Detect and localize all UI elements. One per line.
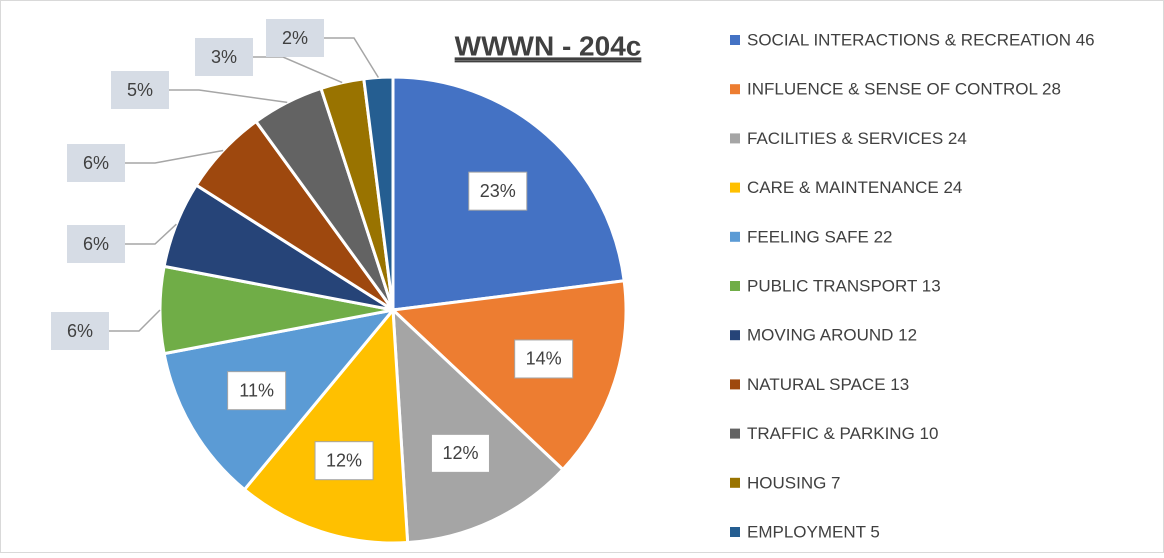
data-label: 23% <box>480 181 516 201</box>
pie-slice <box>389 279 628 472</box>
chart-title: WWWN - 204c <box>455 30 642 61</box>
data-label-box <box>468 171 528 211</box>
data-label-box <box>227 371 287 411</box>
legend-label: CARE & MAINTENANCE 24 <box>747 178 962 197</box>
data-label: 6% <box>83 234 109 254</box>
legend-label: INFLUENCE & SENSE OF CONTROL 28 <box>747 80 1061 99</box>
legend-label: TRAFFIC & PARKING 10 <box>747 424 938 443</box>
legend-marker <box>730 231 740 242</box>
data-label: 14% <box>526 349 562 369</box>
data-label-box <box>111 71 169 109</box>
data-label: 12% <box>442 443 478 463</box>
data-label: 2% <box>282 28 308 48</box>
legend-marker <box>730 428 740 439</box>
data-label: 6% <box>83 153 109 173</box>
legend-label: PUBLIC TRANSPORT 13 <box>747 276 941 295</box>
data-label-box <box>430 433 490 473</box>
legend-marker <box>730 477 740 488</box>
data-label: 6% <box>67 321 93 341</box>
data-label-box <box>266 19 324 57</box>
legend-label: FACILITIES & SERVICES 24 <box>747 129 967 148</box>
data-label-box <box>67 144 125 182</box>
data-label-box <box>195 38 253 76</box>
legend-label: EMPLOYMENT 5 <box>747 522 880 541</box>
legend-label: NATURAL SPACE 13 <box>747 375 909 394</box>
leader-line <box>125 223 177 245</box>
legend-marker <box>730 527 740 537</box>
data-label-box <box>51 312 109 350</box>
leader-line <box>169 89 288 104</box>
data-label-box <box>514 339 574 379</box>
legend-label: SOCIAL INTERACTIONS & RECREATION 46 <box>747 30 1095 49</box>
legend-label: HOUSING 7 <box>747 473 841 492</box>
legend-marker <box>730 182 740 193</box>
legend-marker <box>730 35 740 45</box>
leader-line <box>109 309 161 332</box>
data-label: 12% <box>326 450 362 470</box>
legend-marker <box>730 379 740 390</box>
data-label: 3% <box>211 47 237 67</box>
data-label: 11% <box>239 380 274 400</box>
legend-marker <box>730 133 740 144</box>
legend-label: MOVING AROUND 12 <box>747 326 917 345</box>
data-label-box <box>67 225 125 263</box>
leader-line <box>324 37 380 78</box>
leader-line <box>125 149 224 164</box>
legend-marker <box>730 281 740 291</box>
data-label: 5% <box>127 80 153 100</box>
legend-marker <box>730 84 740 95</box>
pie-slice <box>391 306 565 545</box>
legend-marker <box>730 330 740 341</box>
legend-label: FEELING SAFE 22 <box>747 227 893 246</box>
pie-slice <box>242 306 410 545</box>
data-label-box <box>314 441 374 481</box>
